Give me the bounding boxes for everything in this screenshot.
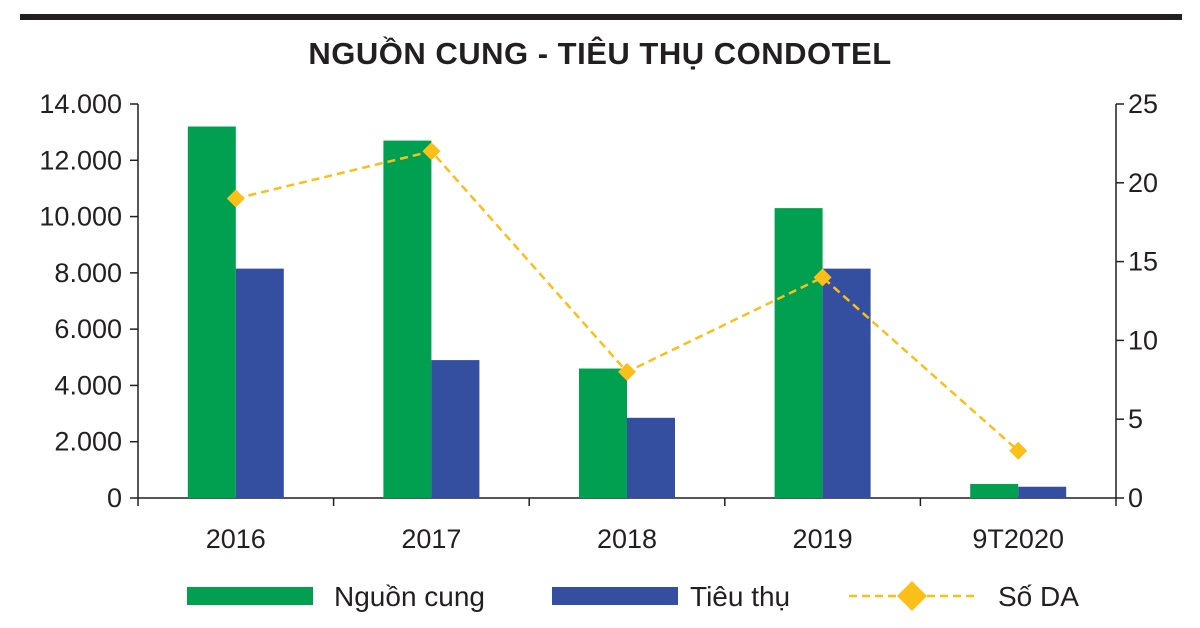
right-tick-label: 5 — [1128, 404, 1143, 434]
so-da-point — [422, 142, 441, 161]
x-tick-label: 2018 — [597, 524, 657, 554]
legend-swatch-so-da-marker — [897, 581, 927, 611]
bar-tieu-thu — [822, 268, 871, 498]
x-tick-label: 2016 — [206, 524, 266, 554]
left-tick-label: 2.000 — [54, 427, 122, 457]
right-tick-label: 10 — [1128, 325, 1158, 355]
bar-tieu-thu — [431, 360, 480, 498]
left-tick-label: 14.000 — [39, 89, 122, 119]
left-tick-label: 12.000 — [39, 145, 122, 175]
bars — [187, 126, 1067, 499]
left-tick-label: 4.000 — [54, 370, 122, 400]
right-tick-label: 15 — [1128, 247, 1158, 277]
bar-nguon-cung — [383, 140, 432, 499]
x-tick-label: 2019 — [793, 524, 853, 554]
right-tick-label: 0 — [1128, 483, 1143, 513]
chart-title: NGUỒN CUNG - TIÊU THỤ CONDOTEL — [308, 36, 892, 71]
bar-tieu-thu — [1018, 486, 1067, 498]
so-da-point — [1009, 441, 1028, 460]
so-da-point — [618, 362, 636, 381]
legend-label-nguon-cung: Nguồn cung — [334, 581, 485, 612]
bar-tieu-thu — [627, 417, 675, 498]
so-da-point — [226, 189, 245, 208]
so-da-point — [813, 268, 832, 287]
bar-nguon-cung — [579, 368, 627, 498]
bar-nguon-cung — [970, 483, 1019, 498]
left-tick-label: 10.000 — [39, 202, 122, 232]
left-axis: 0 2.000 4.000 6.000 8.000 10.000 12.000 14.000 — [39, 89, 139, 513]
left-tick-label: 8.000 — [54, 258, 122, 288]
legend-label-so-da: Số DA — [998, 581, 1079, 612]
x-axis: 2016 2017 2018 2019 9T2020 — [137, 497, 1117, 554]
x-tick-label: 2017 — [401, 524, 461, 554]
bar-nguon-cung — [774, 208, 823, 498]
bar-nguon-cung — [187, 126, 236, 498]
top-rule — [20, 14, 1182, 20]
left-tick-label: 6.000 — [54, 314, 122, 344]
line-series — [226, 142, 1028, 460]
left-tick-label: 0 — [107, 483, 122, 513]
legend-label-tieu-thu: Tiêu thụ — [690, 581, 790, 612]
legend-swatch-nguon-cung — [187, 587, 313, 605]
right-tick-label: 25 — [1128, 89, 1158, 119]
bar-tieu-thu — [235, 268, 284, 498]
x-tick-label: 9T2020 — [972, 524, 1064, 554]
right-tick-label: 20 — [1128, 168, 1158, 198]
legend: Nguồn cung Tiêu thụ Số DA — [187, 581, 1079, 612]
right-axis: 0 5 10 15 20 25 — [1115, 89, 1158, 513]
legend-swatch-tieu-thu — [552, 587, 678, 605]
